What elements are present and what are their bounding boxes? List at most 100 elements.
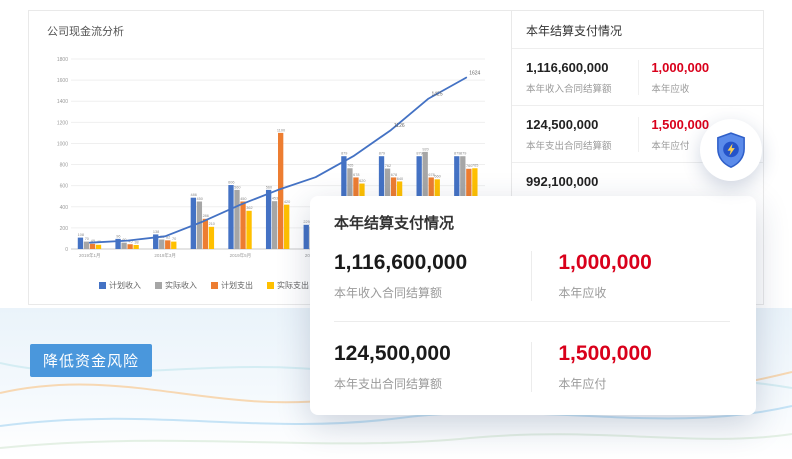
svg-text:879: 879 bbox=[454, 152, 460, 156]
svg-text:49: 49 bbox=[91, 239, 95, 243]
security-shield-button[interactable] bbox=[700, 119, 762, 181]
svg-text:678: 678 bbox=[428, 173, 434, 177]
svg-text:108: 108 bbox=[78, 233, 84, 237]
legend-swatch bbox=[99, 282, 106, 289]
legend-swatch bbox=[267, 282, 274, 289]
legend-item: 计划收入 bbox=[99, 280, 141, 291]
svg-text:879: 879 bbox=[341, 152, 347, 156]
svg-text:229: 229 bbox=[303, 220, 309, 224]
svg-text:1100: 1100 bbox=[277, 128, 285, 132]
svg-text:1200: 1200 bbox=[57, 120, 68, 126]
svg-text:762: 762 bbox=[385, 164, 391, 168]
stat-label: 本年应付 bbox=[651, 141, 690, 152]
svg-text:560: 560 bbox=[266, 185, 272, 189]
stat-value: 1,000,000 bbox=[651, 60, 710, 75]
svg-text:138: 138 bbox=[153, 230, 159, 234]
svg-text:1126: 1126 bbox=[394, 123, 405, 129]
svg-text:765: 765 bbox=[472, 164, 478, 168]
stat-expense-settled: 124,500,000 本年支出合同结算额 bbox=[334, 342, 531, 392]
svg-text:800: 800 bbox=[60, 163, 69, 169]
stat-label: 本年支出合同结算额 bbox=[334, 377, 443, 391]
svg-text:760: 760 bbox=[466, 164, 472, 168]
svg-text:362: 362 bbox=[246, 206, 252, 210]
stat-value: 1,500,000 bbox=[558, 342, 652, 365]
stat-value: 992,100,000 bbox=[526, 174, 599, 189]
svg-text:1400: 1400 bbox=[57, 99, 68, 105]
svg-text:210: 210 bbox=[209, 222, 215, 226]
legend-item: 计划支出 bbox=[211, 280, 253, 291]
chart-legend: 计划收入 实际收入 计划支出 实际支出 bbox=[99, 280, 505, 291]
svg-text:420: 420 bbox=[284, 200, 290, 204]
svg-text:45: 45 bbox=[128, 240, 132, 244]
stat-label: 本年应付 bbox=[558, 377, 607, 391]
stat-payable: 1,500,000 本年应付 bbox=[638, 117, 749, 152]
svg-text:450: 450 bbox=[197, 197, 203, 201]
stat-value: 1,000,000 bbox=[558, 251, 652, 274]
svg-text:879: 879 bbox=[379, 152, 385, 156]
stat-receivable: 1,000,000 本年应收 bbox=[531, 251, 730, 301]
stat-label: 本年应收 bbox=[651, 84, 690, 95]
svg-text:38: 38 bbox=[134, 240, 138, 244]
svg-text:1600: 1600 bbox=[57, 78, 68, 84]
svg-text:1425: 1425 bbox=[432, 92, 443, 98]
svg-text:0: 0 bbox=[65, 247, 68, 253]
stat-label: 本年应收 bbox=[558, 286, 607, 300]
popup-row-income: 1,116,600,000 本年收入合同结算额 1,000,000 本年应收 bbox=[334, 247, 730, 307]
svg-text:96: 96 bbox=[116, 234, 120, 238]
svg-text:640: 640 bbox=[397, 177, 403, 181]
svg-text:2019年1月: 2019年1月 bbox=[79, 252, 101, 259]
svg-text:2019年3月: 2019年3月 bbox=[154, 252, 176, 259]
stat-payable: 1,500,000 本年应付 bbox=[531, 342, 730, 392]
stat-value: 1,500,000 bbox=[651, 117, 710, 132]
chart-title: 公司现金流分析 bbox=[47, 26, 124, 38]
svg-text:1624: 1624 bbox=[469, 71, 480, 77]
stat-value: 124,500,000 bbox=[526, 117, 599, 132]
svg-text:678: 678 bbox=[353, 173, 359, 177]
svg-text:450: 450 bbox=[240, 197, 246, 201]
legend-item: 实际收入 bbox=[155, 280, 197, 291]
svg-text:82: 82 bbox=[166, 236, 170, 240]
popup-row-expense: 124,500,000 本年支出合同结算额 1,500,000 本年应付 bbox=[334, 338, 730, 398]
stat-value: 1,116,600,000 bbox=[526, 60, 609, 75]
legend-item: 实际支出 bbox=[267, 280, 309, 291]
svg-text:2019年5月: 2019年5月 bbox=[230, 252, 252, 259]
summary-title: 本年结算支付情况 bbox=[512, 11, 763, 49]
shield-bolt-icon bbox=[717, 132, 745, 169]
summary-panel: 本年结算支付情况 1,116,600,000 本年收入合同结算额 1,000,0… bbox=[511, 11, 763, 304]
svg-text:286: 286 bbox=[203, 214, 209, 218]
svg-text:765: 765 bbox=[347, 164, 353, 168]
svg-text:560: 560 bbox=[234, 185, 240, 189]
svg-text:1800: 1800 bbox=[57, 57, 68, 63]
svg-text:453: 453 bbox=[272, 197, 278, 201]
svg-text:879: 879 bbox=[460, 152, 466, 156]
stat-label: 本年收入合同结算额 bbox=[334, 286, 443, 300]
stat-value: 1,116,600,000 bbox=[334, 251, 468, 274]
legend-swatch bbox=[211, 282, 218, 289]
svg-text:660: 660 bbox=[434, 175, 440, 179]
risk-badge: 降低资金风险 bbox=[30, 344, 153, 377]
svg-text:200: 200 bbox=[60, 226, 69, 232]
svg-text:620: 620 bbox=[359, 179, 365, 183]
popup-divider bbox=[334, 321, 730, 322]
svg-text:606: 606 bbox=[228, 180, 234, 184]
svg-text:486: 486 bbox=[191, 193, 197, 197]
popup-title: 本年结算支付情况 bbox=[334, 215, 455, 232]
svg-text:879: 879 bbox=[416, 152, 422, 156]
stat-income-settled: 1,116,600,000 本年收入合同结算额 bbox=[526, 60, 638, 95]
svg-text:400: 400 bbox=[60, 205, 69, 211]
svg-text:70: 70 bbox=[85, 237, 89, 241]
summary-row-income: 1,116,600,000 本年收入合同结算额 1,000,000 本年应收 bbox=[512, 49, 763, 106]
svg-text:600: 600 bbox=[60, 184, 69, 190]
stat-label: 本年收入合同结算额 bbox=[526, 84, 612, 95]
stat-value: 124,500,000 bbox=[334, 342, 451, 365]
summary-row-expense: 124,500,000 本年支出合同结算额 1,500,000 本年应付 bbox=[512, 106, 763, 163]
stat-expense-settled: 124,500,000 本年支出合同结算额 bbox=[526, 117, 638, 152]
stat-label: 本年支出合同结算额 bbox=[526, 141, 612, 152]
stat-receivable: 1,000,000 本年应收 bbox=[638, 60, 749, 95]
stat-income-settled: 1,116,600,000 本年收入合同结算额 bbox=[334, 251, 531, 301]
settlement-popup: 本年结算支付情况 1,116,600,000 本年收入合同结算额 1,000,0… bbox=[310, 196, 756, 415]
legend-swatch bbox=[155, 282, 162, 289]
svg-text:678: 678 bbox=[391, 173, 397, 177]
svg-text:70: 70 bbox=[172, 237, 176, 241]
